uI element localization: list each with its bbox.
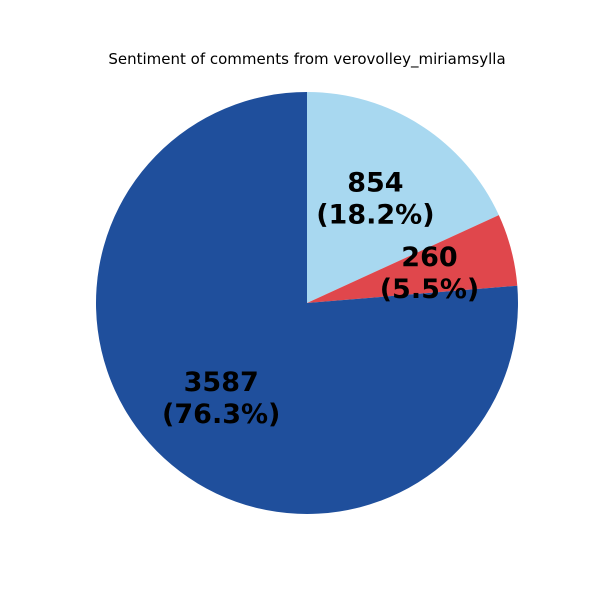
- pie-slice-260: [307, 215, 518, 303]
- pie-slice-854: [307, 92, 499, 303]
- pie-slice-3587: [96, 92, 519, 514]
- slice-label-3587: 3587 (76.3%): [162, 367, 280, 430]
- slice-percent: (5.5%): [380, 274, 480, 305]
- slice-percent: (18.2%): [316, 199, 434, 230]
- slice-value: 260: [401, 242, 457, 273]
- slice-percent: (76.3%): [162, 399, 280, 430]
- pie-slices: [96, 92, 519, 514]
- chart-title: Sentiment of comments from verovolley_mi…: [108, 50, 505, 69]
- slice-value: 854: [347, 167, 403, 198]
- slice-label-854: 854 (18.2%): [316, 167, 434, 230]
- slice-label-260: 260 (5.5%): [380, 242, 480, 305]
- slice-value: 3587: [184, 367, 259, 398]
- pie-labels: 854 (18.2%) 260 (5.5%) 3587 (76.3%): [162, 167, 479, 430]
